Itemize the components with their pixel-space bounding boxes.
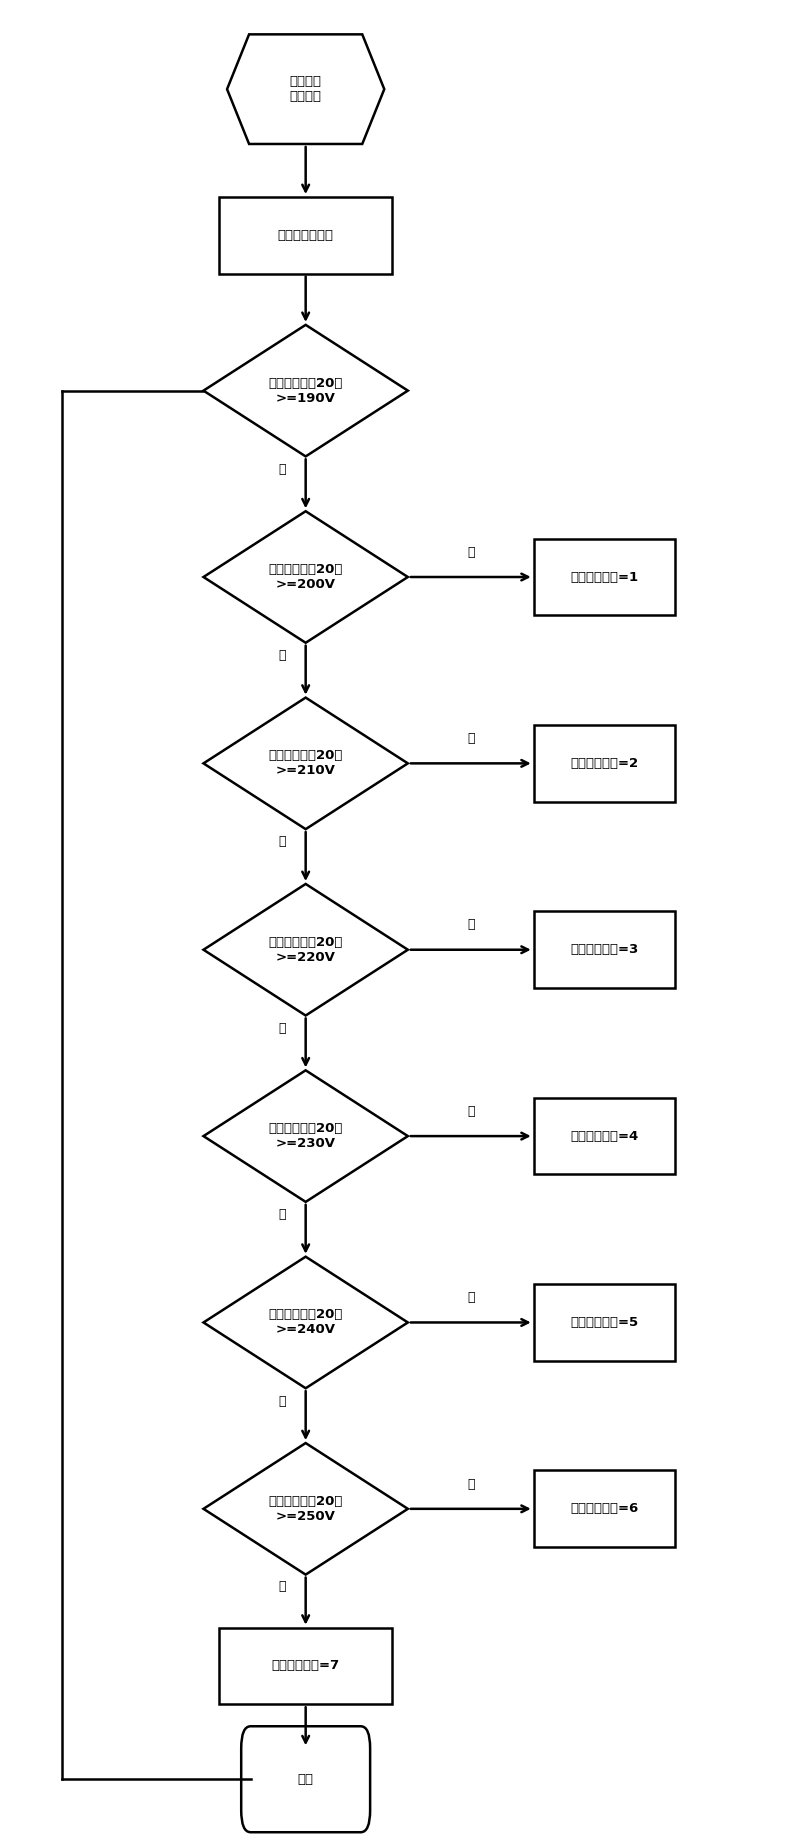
- Bar: [534, 1471, 675, 1546]
- Text: 是: 是: [278, 1208, 286, 1221]
- Polygon shape: [203, 698, 408, 828]
- Text: 是: 是: [278, 1580, 286, 1592]
- Bar: [534, 911, 675, 989]
- Text: 否: 否: [467, 733, 474, 746]
- Text: 电网电压有效值: 电网电压有效值: [278, 228, 334, 241]
- Text: 是: 是: [278, 650, 286, 663]
- Text: 电网电压持续20秒
>=200V: 电网电压持续20秒 >=200V: [269, 563, 343, 591]
- Text: 否: 否: [467, 545, 474, 558]
- Bar: [219, 197, 392, 274]
- Polygon shape: [203, 1257, 408, 1388]
- Text: 是: 是: [278, 462, 286, 475]
- Bar: [534, 1097, 675, 1175]
- Text: 否: 否: [467, 1478, 474, 1491]
- Bar: [534, 539, 675, 615]
- Bar: [534, 1283, 675, 1360]
- Polygon shape: [203, 884, 408, 1016]
- FancyBboxPatch shape: [242, 1727, 370, 1832]
- Bar: [219, 1627, 392, 1705]
- Polygon shape: [227, 35, 384, 144]
- Text: 否: 否: [467, 1291, 474, 1303]
- Text: 是: 是: [278, 1394, 286, 1408]
- Text: 电网电压持续20秒
>=190V: 电网电压持续20秒 >=190V: [269, 377, 343, 405]
- Text: 电网电压持续20秒
>=220V: 电网电压持续20秒 >=220V: [269, 935, 343, 963]
- Text: 电网范围档位=5: 电网范围档位=5: [570, 1316, 638, 1329]
- Text: 电网范围档位=1: 电网范围档位=1: [570, 571, 638, 584]
- Text: 电网电压持续20秒
>=240V: 电网电压持续20秒 >=240V: [269, 1309, 343, 1337]
- Polygon shape: [203, 1443, 408, 1574]
- Text: 电网电压持续20秒
>=250V: 电网电压持续20秒 >=250V: [269, 1495, 343, 1523]
- Text: 电网范围档位=4: 电网范围档位=4: [570, 1130, 638, 1143]
- Text: 是: 是: [278, 1022, 286, 1035]
- Polygon shape: [203, 324, 408, 457]
- Text: 电网范围档位=2: 电网范围档位=2: [570, 757, 638, 770]
- Text: 否: 否: [467, 1105, 474, 1117]
- Text: 电网电压持续20秒
>=230V: 电网电压持续20秒 >=230V: [269, 1123, 343, 1151]
- Text: 是: 是: [278, 836, 286, 849]
- Text: 电网电压
范围判断: 电网电压 范围判断: [290, 75, 322, 103]
- Text: 电网范围档位=3: 电网范围档位=3: [570, 943, 638, 955]
- Text: 否: 否: [467, 919, 474, 932]
- Text: 电网电压持续20秒
>=210V: 电网电压持续20秒 >=210V: [269, 749, 343, 777]
- Text: 电网范围档位=7: 电网范围档位=7: [272, 1659, 340, 1672]
- Bar: [534, 725, 675, 801]
- Polygon shape: [203, 1070, 408, 1202]
- Text: 电网范围档位=6: 电网范围档位=6: [570, 1502, 638, 1515]
- Polygon shape: [203, 512, 408, 643]
- Text: 结束: 结束: [298, 1773, 314, 1786]
